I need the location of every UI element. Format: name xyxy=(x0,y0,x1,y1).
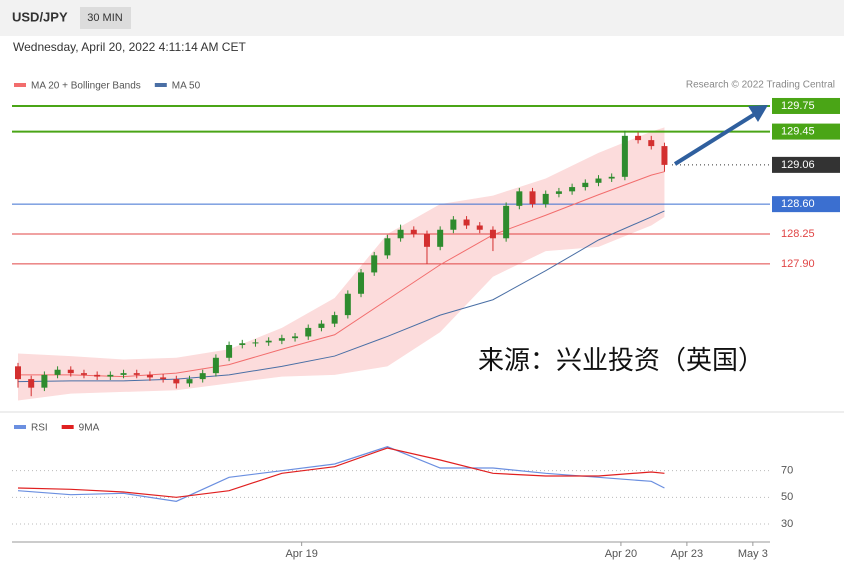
candle-body xyxy=(212,357,219,374)
level-box xyxy=(772,156,840,173)
symbol: USD/JPY xyxy=(12,9,68,24)
candle-body xyxy=(608,176,615,179)
candle-body xyxy=(344,293,351,316)
legend-label: MA 20 + Bollinger Bands xyxy=(31,81,141,92)
level-label: 129.75 xyxy=(781,100,815,112)
candle-body xyxy=(358,272,365,294)
candle-body xyxy=(595,178,602,183)
candle-body xyxy=(318,323,325,328)
candle-body xyxy=(67,369,74,374)
level-label: 128.60 xyxy=(781,198,815,210)
ma-line xyxy=(17,210,665,383)
level-label: 129.45 xyxy=(781,125,815,137)
candle-body xyxy=(542,193,549,205)
candle-body xyxy=(489,229,496,239)
candle-body xyxy=(437,229,444,247)
legend-swatch xyxy=(14,425,26,429)
candle-body xyxy=(265,340,272,343)
ma-line xyxy=(18,171,665,378)
rsi-line xyxy=(17,446,665,502)
header-bar xyxy=(0,0,844,36)
bollinger-band xyxy=(18,127,665,401)
candle-body xyxy=(133,373,140,375)
candle-body xyxy=(516,191,523,206)
forecast-arrow xyxy=(673,112,757,166)
candle-body xyxy=(621,135,628,177)
candle-body xyxy=(410,229,417,235)
credit: Research © 2022 Trading Central xyxy=(686,80,835,91)
candle-body xyxy=(107,374,114,377)
candle-body xyxy=(529,191,536,205)
candle-body xyxy=(28,379,35,388)
candle-body xyxy=(648,140,655,147)
x-tick-label: Apr 20 xyxy=(605,548,637,560)
candle-body xyxy=(423,234,430,247)
candle-body xyxy=(397,229,404,239)
candle-body xyxy=(41,374,48,388)
rsi-line xyxy=(17,447,665,498)
legend-label: RSI xyxy=(31,423,48,434)
candle-body xyxy=(278,338,285,341)
candle-body xyxy=(54,369,61,375)
candle-body xyxy=(635,135,642,141)
candle-body xyxy=(226,344,233,358)
candle-body xyxy=(555,191,562,194)
candle-body xyxy=(503,205,510,239)
candle-body xyxy=(569,187,576,192)
candle-body xyxy=(292,336,299,339)
candle-body xyxy=(186,379,193,384)
x-tick-label: May 3 xyxy=(738,548,768,560)
candle-body xyxy=(146,374,153,378)
y-tick-label: 50 xyxy=(781,491,793,503)
candle-body xyxy=(463,219,470,226)
candle-body xyxy=(173,379,180,384)
candle-body xyxy=(331,315,338,324)
candle-body xyxy=(252,342,259,344)
candle-body xyxy=(80,373,87,375)
legend-label: 9MA xyxy=(79,423,100,434)
legend-swatch xyxy=(61,425,74,429)
annotation: 来源：兴业投资（英国） xyxy=(478,345,764,375)
candle-body xyxy=(305,327,312,337)
x-tick-label: Apr 23 xyxy=(671,548,703,560)
legend-label: MA 50 xyxy=(172,81,201,92)
candle-body xyxy=(94,374,101,377)
candle-body xyxy=(582,182,589,188)
candle-body xyxy=(661,146,668,165)
y-tick-label: 70 xyxy=(781,465,793,477)
candle-body xyxy=(199,373,206,380)
legend-swatch xyxy=(14,83,26,87)
date: Wednesday, April 20, 2022 4:11:14 AM CET xyxy=(13,40,246,54)
level-label: 129.06 xyxy=(781,159,815,171)
interval-tab[interactable] xyxy=(80,7,131,29)
x-tick-label: Apr 19 xyxy=(285,548,317,560)
level-box xyxy=(772,123,840,140)
candle-body xyxy=(160,377,167,380)
legend-swatch xyxy=(154,83,167,87)
level-box xyxy=(772,97,840,114)
candle-body xyxy=(476,225,483,230)
level-box xyxy=(772,196,840,213)
candle-body xyxy=(120,373,127,375)
candle-body xyxy=(450,219,457,230)
candle-body xyxy=(239,343,246,345)
level-label: 127.90 xyxy=(781,258,815,270)
candle-body xyxy=(371,255,378,273)
y-tick-label: 30 xyxy=(781,518,793,530)
interval[interactable]: 30 MIN xyxy=(87,12,123,24)
forecast-arrowhead xyxy=(748,105,768,122)
candle-body xyxy=(384,238,391,256)
level-label: 128.25 xyxy=(781,228,815,240)
candle-body xyxy=(15,366,21,380)
